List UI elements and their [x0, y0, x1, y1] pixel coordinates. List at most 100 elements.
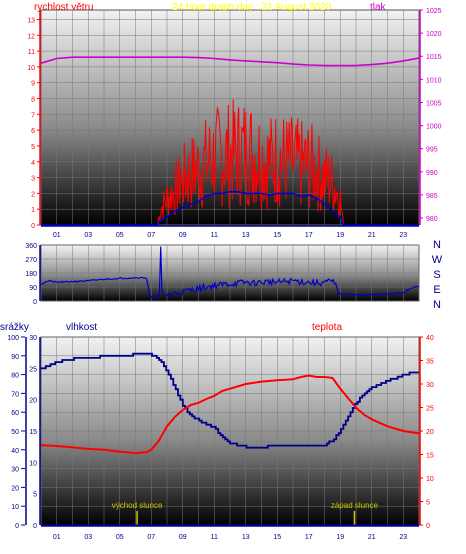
x-tick-label: 17	[305, 534, 313, 541]
compass-label-W: W	[432, 254, 443, 266]
wind-speed-axis-label: rychlost větru	[34, 2, 93, 13]
rain-tick-label: 80	[11, 373, 19, 380]
x-tick-label: 13	[242, 534, 250, 541]
pressure-axis-label: tlak	[370, 2, 387, 13]
x-tick-label: 11	[211, 232, 218, 239]
temperature-tick-label: 35	[426, 359, 434, 366]
x-tick-label: 23	[399, 534, 407, 541]
rain-tick-label: 0	[15, 523, 19, 530]
pressure-tick-label: 995	[426, 147, 438, 154]
wind-average-line	[41, 191, 419, 226]
pressure-tick-label: 980	[426, 216, 438, 223]
x-tick-label: 13	[242, 232, 250, 239]
direction-tick-label: 0	[33, 299, 37, 306]
pressure-tick-label: 1020	[426, 31, 442, 38]
rain-tick-label: 100	[7, 335, 19, 342]
temperature-line	[40, 374, 420, 455]
humidity-tick-label: 30	[29, 335, 37, 342]
humidity-tick-label: 15	[29, 429, 37, 436]
temperature-axis-label: teplota	[312, 322, 342, 333]
rain-tick-label: 90	[11, 354, 19, 361]
pressure-tick-label: 990	[426, 170, 438, 177]
compass-label-E: E	[433, 284, 440, 296]
wind-speed-tick-label: 8	[31, 97, 35, 104]
rain-tick-label: 10	[11, 504, 19, 511]
direction-tick-label: 180	[25, 271, 37, 278]
humidity-temperature-panel: východ slunce západ slunce 01020304050607…	[0, 322, 434, 541]
wind-speed-tick-label: 5	[31, 144, 35, 151]
pressure-tick-label: 1025	[426, 8, 442, 15]
humidity-tick-label: 25	[29, 366, 37, 373]
temperature-tick-label: 5	[426, 500, 430, 507]
temperature-tick-label: 10	[426, 476, 434, 483]
x-tick-label: 09	[179, 232, 187, 239]
sunset-label: západ slunce	[331, 501, 379, 510]
x-tick-label: 07	[147, 534, 155, 541]
temperature-tick-label: 40	[426, 335, 434, 342]
chart-title: 24 hour graph day : 21 August 2020	[172, 2, 331, 13]
rain-tick-label: 20	[11, 485, 19, 492]
humidity-axis-label: vlhkost	[66, 322, 97, 333]
temperature-tick-label: 20	[426, 429, 434, 436]
pressure-tick-label: 1005	[426, 100, 442, 107]
wind-speed-tick-label: 2	[31, 191, 35, 198]
wind-speed-tick-label: 4	[31, 160, 35, 167]
humidity-tick-label: 5	[33, 492, 37, 499]
temperature-tick-label: 15	[426, 453, 434, 460]
pressure-line	[40, 56, 420, 67]
x-tick-label: 03	[84, 232, 92, 239]
x-tick-label: 15	[273, 232, 281, 239]
direction-tick-label: 90	[29, 285, 37, 292]
wind-speed-tick-label: 13	[27, 17, 35, 24]
humidity-tick-label: 0	[33, 523, 37, 530]
rain-axis-label: srážky	[0, 322, 29, 333]
humidity-tick-label: 20	[29, 398, 37, 405]
temperature-tick-label: 30	[426, 382, 434, 389]
pressure-tick-label: 985	[426, 193, 438, 200]
humidity-tick-label: 10	[29, 460, 37, 467]
x-tick-label: 01	[53, 534, 61, 541]
direction-tick-label: 270	[25, 257, 37, 264]
x-tick-label: 15	[273, 534, 281, 541]
wind-speed-tick-label: 11	[28, 49, 35, 56]
wind-speed-tick-label: 3	[31, 176, 35, 183]
rain-tick-label: 60	[11, 410, 19, 417]
rain-tick-label: 40	[11, 448, 19, 455]
compass-label-N: N	[433, 299, 441, 311]
x-tick-label: 05	[116, 534, 124, 541]
x-tick-label: 21	[368, 232, 376, 239]
wind-speed-tick-label: 7	[31, 112, 35, 119]
x-tick-label: 05	[116, 232, 124, 239]
rain-tick-label: 70	[11, 391, 19, 398]
wind-speed-tick-label: 1	[31, 207, 35, 214]
temperature-tick-label: 25	[426, 406, 434, 413]
rain-tick-label: 30	[11, 467, 19, 474]
x-tick-label: 17	[305, 232, 313, 239]
temperature-tick-label: 0	[426, 523, 430, 530]
x-tick-label: 11	[211, 534, 218, 541]
rain-tick-label: 50	[11, 429, 19, 436]
pressure-tick-label: 1015	[426, 54, 442, 61]
compass-label-N: N	[433, 239, 441, 251]
wind-direction-line	[40, 246, 420, 300]
wind-speed-tick-label: 12	[27, 33, 35, 40]
direction-tick-label: 360	[25, 243, 37, 250]
wind-speed-tick-label: 0	[31, 223, 35, 230]
x-tick-label: 09	[179, 534, 187, 541]
wind-speed-tick-label: 6	[31, 128, 35, 135]
sunrise-label: východ slunce	[112, 501, 163, 510]
x-tick-label: 19	[336, 232, 344, 239]
compass-label-S: S	[433, 269, 440, 281]
x-tick-label: 19	[336, 534, 344, 541]
x-tick-label: 01	[53, 232, 61, 239]
pressure-tick-label: 1000	[426, 124, 442, 131]
x-tick-label: 07	[147, 232, 155, 239]
wind-speed-tick-label: 9	[31, 81, 35, 88]
x-tick-label: 21	[368, 534, 376, 541]
wind-speed-tick-label: 10	[27, 65, 35, 72]
x-tick-label: 03	[84, 534, 92, 541]
